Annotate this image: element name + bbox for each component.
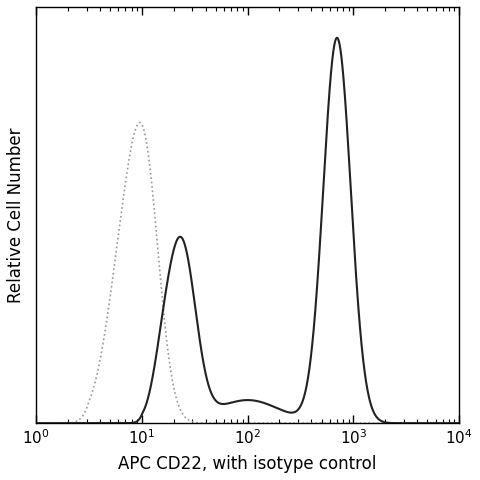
X-axis label: APC CD22, with isotype control: APC CD22, with isotype control (119, 455, 377, 473)
Y-axis label: Relative Cell Number: Relative Cell Number (7, 127, 25, 303)
